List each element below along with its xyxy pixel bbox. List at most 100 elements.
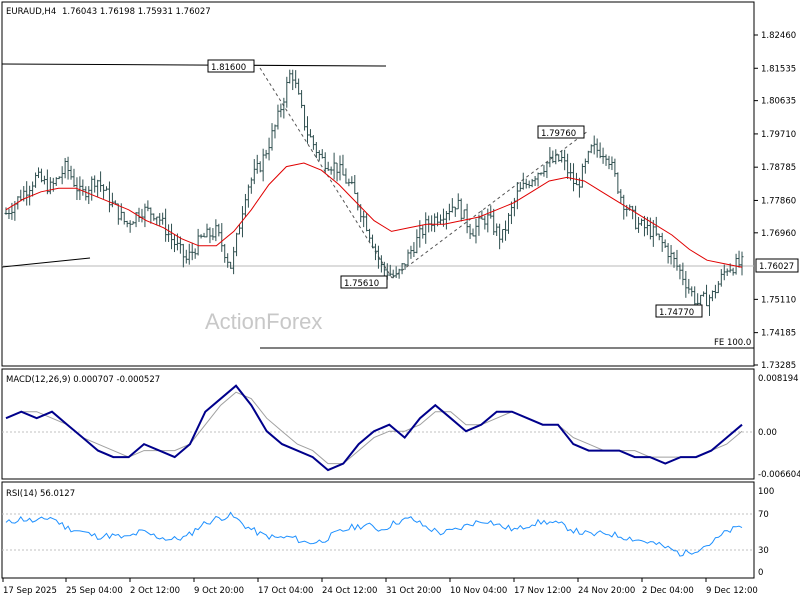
- candle: [93, 175, 97, 193]
- candle: [161, 212, 165, 225]
- candle: [554, 149, 558, 165]
- candle: [279, 103, 283, 118]
- candle: [394, 266, 398, 278]
- svg-text:1.75610: 1.75610: [344, 279, 379, 289]
- candle: [654, 216, 658, 237]
- candle: [235, 232, 239, 257]
- candle: [450, 198, 454, 213]
- candle: [196, 228, 200, 256]
- candle: [119, 203, 123, 221]
- candle: [515, 182, 519, 210]
- candle: [580, 163, 584, 188]
- candle: [264, 149, 268, 159]
- candle: [447, 203, 451, 221]
- candle: [468, 223, 472, 239]
- candle: [622, 194, 626, 220]
- candle: [702, 291, 706, 297]
- candle: [539, 172, 543, 176]
- time-tick-label: 24 Oct 12:00: [322, 586, 377, 596]
- candle: [631, 205, 635, 220]
- candle: [563, 149, 567, 171]
- time-tick-label: 9 Dec 12:00: [706, 586, 758, 596]
- candle: [205, 223, 209, 238]
- price-tick-label: 1.73285: [761, 361, 796, 371]
- fe-label: FE 100.0: [714, 338, 751, 348]
- candle: [521, 172, 525, 190]
- candle: [716, 281, 720, 294]
- candle: [320, 149, 324, 159]
- candle: [42, 175, 46, 185]
- price-tick-label: 1.77860: [761, 196, 796, 206]
- candle: [261, 148, 265, 182]
- macd-label: MACD(12,26,9) 0.000707 -0.000527: [6, 375, 160, 385]
- candle: [569, 162, 573, 181]
- candle: [583, 158, 587, 174]
- candle: [291, 69, 295, 91]
- time-tick-label: 2 Dec 04:00: [642, 586, 694, 596]
- candle: [31, 181, 35, 197]
- candle: [107, 181, 111, 213]
- candle: [240, 206, 244, 238]
- time-tick-label: 9 Oct 20:00: [194, 586, 244, 596]
- price-tick-label: 1.81535: [761, 64, 796, 74]
- candle: [424, 212, 428, 244]
- candle: [433, 213, 437, 233]
- candle: [90, 176, 94, 201]
- candle: [332, 152, 336, 180]
- macd-line: [5, 384, 743, 472]
- candle: [400, 263, 404, 275]
- candle: [170, 223, 174, 250]
- annotation-low2: 1.74770: [655, 304, 703, 318]
- candle: [28, 185, 32, 206]
- candle: [613, 158, 617, 177]
- svg-text:1.76027: 1.76027: [759, 262, 794, 272]
- candle: [705, 284, 709, 307]
- candle: [125, 220, 129, 228]
- candle: [368, 228, 372, 242]
- price-axis: 1.82460 1.81535 1.80635 1.79710 1.78785 1.778…: [754, 31, 796, 371]
- candle: [557, 154, 561, 162]
- candle: [640, 218, 644, 226]
- svg-text:30: 30: [758, 546, 769, 556]
- candle: [687, 278, 691, 294]
- candle: [403, 263, 407, 270]
- candle: [707, 294, 711, 316]
- candle: [675, 249, 679, 271]
- candle: [725, 268, 729, 276]
- candle: [430, 215, 434, 232]
- candle: [193, 248, 197, 259]
- time-tick-label: 17 Nov 12:00: [514, 586, 571, 596]
- candle: [184, 249, 188, 264]
- candle: [341, 154, 345, 176]
- current-price-tag: 1.76027: [755, 258, 799, 273]
- candle: [267, 137, 271, 161]
- candle: [527, 180, 531, 189]
- candle: [335, 162, 339, 182]
- price-tick-label: 1.74185: [761, 329, 796, 339]
- candle: [637, 216, 641, 233]
- candle: [202, 232, 206, 238]
- dashed-trend-2: [391, 130, 589, 279]
- candle: [669, 245, 673, 265]
- candle: [311, 135, 315, 150]
- candle: [102, 184, 106, 199]
- candle: [353, 174, 357, 195]
- price-tick-label: 1.76960: [761, 229, 796, 239]
- candle: [453, 206, 457, 217]
- candle: [548, 147, 552, 168]
- candle: [504, 220, 508, 241]
- candle: [99, 171, 103, 192]
- candle: [208, 227, 212, 244]
- candle: [560, 150, 564, 163]
- candle: [252, 159, 256, 185]
- candle: [592, 135, 596, 155]
- candle: [444, 210, 448, 230]
- candle: [536, 172, 540, 187]
- candle: [734, 253, 738, 275]
- moving-average-line: [5, 162, 743, 268]
- candle: [4, 207, 8, 215]
- svg-text:1.81600: 1.81600: [211, 63, 246, 73]
- price-tick-label: 1.82460: [761, 31, 796, 41]
- candle: [255, 154, 259, 174]
- candle: [601, 147, 605, 164]
